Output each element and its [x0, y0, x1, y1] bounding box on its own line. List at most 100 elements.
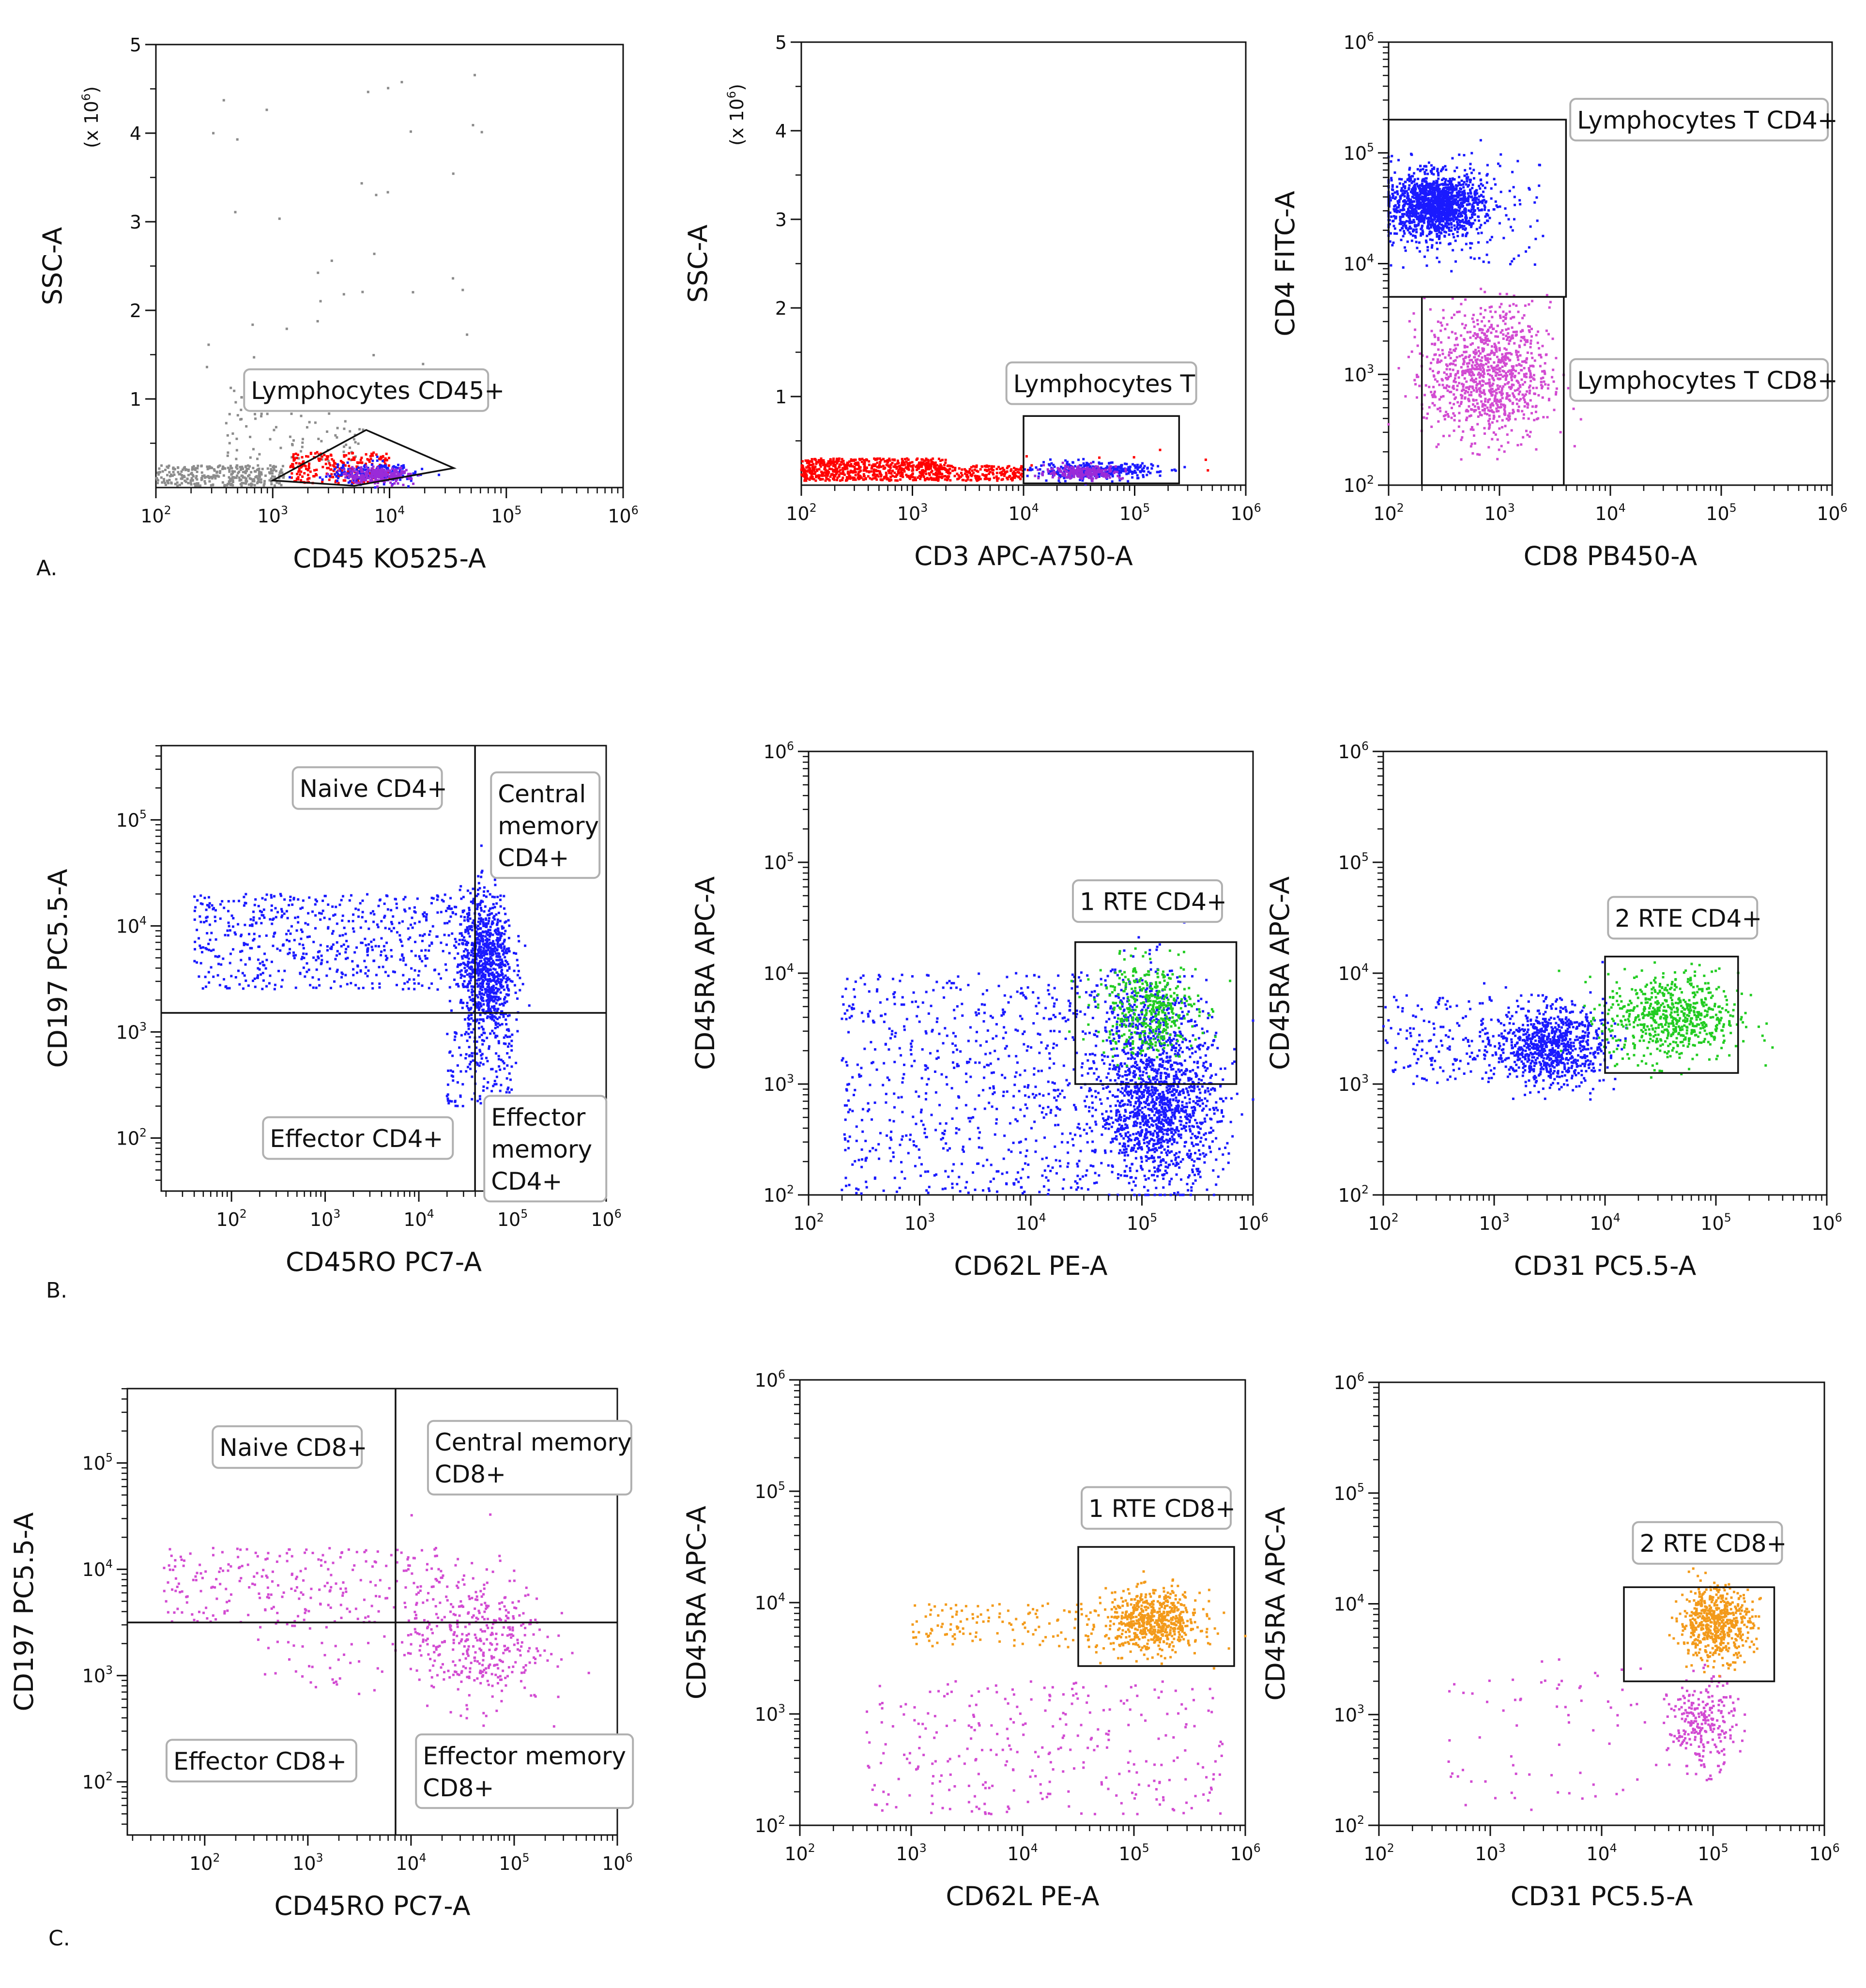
- data-point-magenta: [1497, 438, 1499, 441]
- data-point-blue: [1413, 205, 1416, 207]
- data-point-blue: [1412, 234, 1414, 237]
- data-point-red: [999, 472, 1001, 474]
- data-point-blue: [1407, 187, 1410, 189]
- data-point-blue: [1445, 168, 1447, 171]
- data-point-blue: [1453, 170, 1456, 172]
- data-point-gray: [197, 482, 199, 485]
- data-point-red: [897, 459, 899, 462]
- data-point-purple: [1063, 469, 1066, 471]
- data-point-blue: [1441, 204, 1444, 207]
- data-point-gray: [202, 475, 205, 477]
- data-point-purple: [386, 470, 389, 472]
- data-point-gray: [269, 438, 272, 441]
- data-point-red: [981, 473, 984, 475]
- data-point-blue: [1404, 192, 1406, 194]
- data-point-gray: [223, 474, 225, 477]
- data-point-red: [333, 462, 336, 464]
- data-point-gray: [279, 447, 282, 449]
- data-point-blue: [1077, 459, 1080, 461]
- data-point-red: [382, 456, 384, 458]
- data-point-purple: [1105, 476, 1107, 479]
- x-tick-label: 106: [608, 504, 638, 527]
- data-point-red: [816, 475, 818, 477]
- data-point-magenta: [1469, 343, 1472, 346]
- data-point-red: [325, 463, 327, 465]
- data-point-blue: [1396, 193, 1399, 195]
- data-point-blue: [1441, 220, 1443, 222]
- data-point-gray: [207, 343, 210, 346]
- data-point-red: [348, 458, 350, 460]
- data-point-red: [326, 455, 328, 458]
- data-point-blue: [1440, 211, 1443, 213]
- data-point-blue: [1171, 469, 1173, 472]
- data-point-gray: [223, 485, 226, 487]
- data-point-blue: [1432, 223, 1435, 226]
- data-point-purple: [397, 482, 399, 485]
- data-point-red: [836, 458, 838, 460]
- data-point-magenta: [1465, 419, 1468, 421]
- data-point-red: [801, 464, 803, 467]
- data-point-blue: [1512, 229, 1514, 231]
- data-point-red: [826, 474, 828, 476]
- data-point-blue: [1451, 183, 1453, 185]
- data-point-gray: [173, 474, 175, 476]
- data-point-gray: [254, 484, 256, 487]
- data-point-blue: [1500, 191, 1502, 193]
- data-point-magenta: [1528, 367, 1530, 369]
- data-point-magenta: [1484, 412, 1486, 414]
- data-point-blue: [1064, 459, 1067, 462]
- data-point-purple: [1047, 470, 1050, 473]
- data-point-gray: [258, 453, 260, 456]
- gate-label: Lymphocytes CD45+: [244, 369, 505, 411]
- data-point-magenta: [1526, 390, 1528, 393]
- data-point-red: [855, 474, 857, 476]
- data-point-gray: [245, 425, 247, 428]
- data-point-blue: [1098, 461, 1100, 464]
- data-point-gray: [187, 482, 189, 484]
- data-point-gray: [227, 455, 229, 457]
- data-point-blue: [1432, 173, 1435, 175]
- data-point-blue: [1499, 153, 1502, 156]
- data-point-magenta: [1468, 394, 1470, 396]
- data-point-blue: [1080, 464, 1083, 467]
- data-point-red: [893, 459, 896, 461]
- data-point-gray: [466, 334, 468, 336]
- data-point-red: [852, 471, 854, 474]
- data-point-blue: [1454, 240, 1457, 242]
- data-point-magenta: [1437, 408, 1439, 410]
- data-point-gray: [410, 130, 412, 133]
- data-point-gray: [211, 477, 214, 480]
- data-point-red: [1098, 457, 1101, 459]
- data-point-gray: [422, 363, 424, 365]
- data-point-red: [340, 460, 342, 462]
- data-point-gray: [214, 474, 216, 477]
- data-point-blue: [1502, 237, 1505, 239]
- data-point-red: [305, 465, 307, 467]
- data-point-blue: [382, 460, 384, 462]
- data-point-blue: [1402, 200, 1405, 202]
- data-point-red: [1012, 472, 1014, 474]
- data-point-red: [875, 470, 878, 473]
- data-point-blue: [421, 468, 423, 470]
- data-point-magenta: [1428, 386, 1430, 388]
- data-point-red: [924, 462, 927, 465]
- data-point-magenta: [1488, 414, 1491, 417]
- data-point-red: [309, 471, 312, 473]
- data-point-magenta: [1449, 402, 1451, 404]
- data-point-blue: [1423, 256, 1426, 258]
- data-point-gray: [236, 468, 238, 470]
- data-point-purple: [1042, 464, 1045, 466]
- data-point-red: [894, 475, 896, 478]
- data-point-blue: [371, 459, 374, 462]
- data-point-red: [328, 478, 331, 481]
- data-point-purple: [391, 467, 394, 470]
- data-point-magenta: [1458, 376, 1460, 379]
- data-point-blue: [1516, 160, 1519, 162]
- data-point-red: [829, 475, 832, 478]
- data-point-magenta: [1530, 412, 1533, 414]
- data-point-blue: [1430, 214, 1432, 217]
- data-point-gray: [336, 427, 339, 429]
- data-point-blue: [1402, 215, 1405, 218]
- y-multiplier: (x 106): [725, 84, 748, 146]
